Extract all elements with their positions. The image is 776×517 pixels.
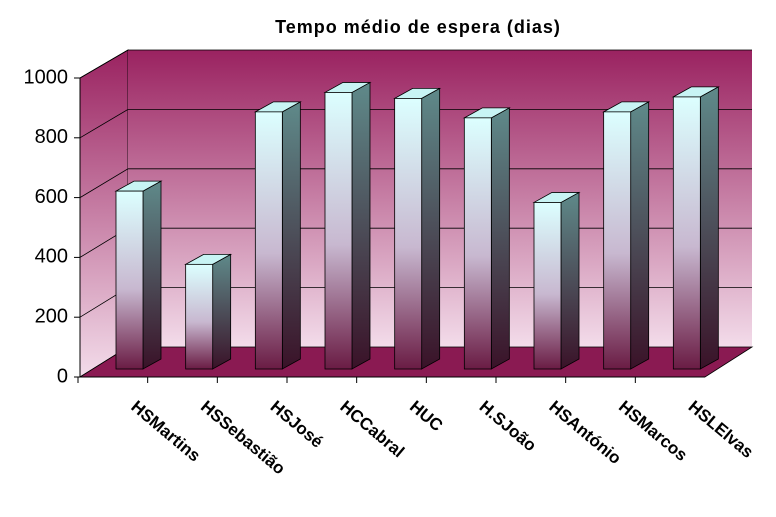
grid-line bbox=[79, 109, 752, 139]
x-tick-label: HSMarcos bbox=[615, 397, 691, 465]
grid-line bbox=[79, 168, 752, 198]
bar-side bbox=[560, 191, 580, 370]
bar-side bbox=[421, 87, 441, 370]
bar-side bbox=[490, 107, 510, 370]
y-tick-label: 400 bbox=[35, 246, 68, 268]
bar-side bbox=[351, 81, 371, 370]
bar-side bbox=[630, 101, 650, 370]
bar bbox=[533, 202, 562, 370]
grid-line bbox=[79, 49, 752, 79]
bar bbox=[185, 263, 214, 370]
bar bbox=[672, 96, 701, 370]
x-tick-label: HSMartins bbox=[127, 397, 204, 466]
bar bbox=[603, 111, 632, 370]
bar bbox=[463, 117, 492, 370]
bar bbox=[394, 98, 423, 370]
y-tick-label: 0 bbox=[57, 365, 68, 387]
x-tick-label: HSJosé bbox=[267, 397, 327, 452]
x-tick-label: HSLElvas bbox=[685, 397, 757, 462]
y-tick-label: 200 bbox=[35, 305, 68, 327]
y-tick-label: 600 bbox=[35, 186, 68, 208]
bar-side bbox=[142, 180, 162, 370]
chart-title: Tempo médio de espera (dias) bbox=[275, 17, 561, 37]
y-tick-label: 1000 bbox=[24, 66, 69, 88]
bar-side bbox=[699, 86, 719, 370]
bar bbox=[324, 92, 353, 370]
x-tick-label: HUC bbox=[406, 397, 446, 435]
bar-side bbox=[212, 253, 232, 370]
x-tick-label: HSAntónio bbox=[545, 397, 624, 468]
y-tick-label: 800 bbox=[35, 126, 68, 148]
x-tick-label: HCCabral bbox=[336, 397, 408, 461]
x-tick-label: H.SJoão bbox=[476, 397, 540, 455]
bar bbox=[115, 190, 144, 370]
bar-side bbox=[281, 101, 301, 370]
bar bbox=[254, 111, 283, 370]
